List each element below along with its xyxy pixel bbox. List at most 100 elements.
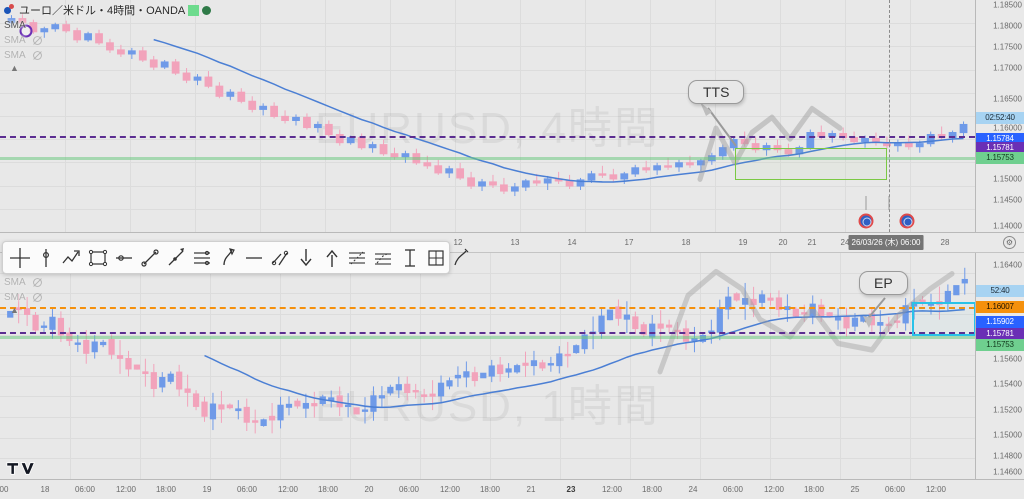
- trend-angle-tool[interactable]: [59, 244, 85, 271]
- time-tick-label: 06:00: [74, 485, 96, 494]
- time-tick-label: 14: [567, 238, 577, 247]
- price-tick-label: 1.15200: [993, 405, 1022, 415]
- time-tick-label: 12:00: [601, 485, 623, 494]
- indicator-label: SMA: [4, 292, 26, 303]
- fib-extension-tool-icon: [375, 252, 391, 265]
- plot-area-1h[interactable]: EURUSD, 1時間 EP: [0, 252, 975, 499]
- annotation-callout-ep[interactable]: EP: [859, 271, 908, 295]
- price-tick-label: 1.16000: [993, 123, 1022, 133]
- entry-zone-rectangle-1h[interactable]: [912, 302, 975, 336]
- price-badge[interactable]: 52:40: [976, 285, 1024, 297]
- indicator-row-sma-2[interactable]: SMA: [4, 33, 211, 48]
- extended-trend-line-tool-icon: [168, 247, 184, 265]
- drawing-tools-toolbar[interactable]: [2, 241, 469, 274]
- time-tick-label: 20: [778, 238, 788, 247]
- time-tick-label: 18:00: [155, 485, 177, 494]
- time-tick-label: 20: [364, 485, 374, 494]
- target-zone-rectangle-4h[interactable]: [735, 148, 887, 180]
- cross-cursor-tool-icon: [10, 247, 30, 268]
- time-tick-label: 12:00: [925, 485, 947, 494]
- vertical-time-marker-4h[interactable]: [889, 0, 890, 252]
- price-tick-label: 1.14000: [993, 221, 1022, 231]
- eye-off-icon[interactable]: [31, 35, 44, 46]
- time-tick-label: 12:00: [439, 485, 461, 494]
- trend-line-tool[interactable]: [137, 244, 163, 271]
- horizontal-ray-tool[interactable]: [111, 244, 137, 271]
- eye-off-icon[interactable]: [31, 50, 44, 61]
- price-badge[interactable]: 02:52:40: [976, 112, 1024, 124]
- time-tick-label: 06:00: [398, 485, 420, 494]
- price-badge[interactable]: 1.15902: [976, 316, 1024, 328]
- price-tick-label: 1.15000: [993, 174, 1022, 184]
- price-tick-label: 1.18500: [993, 0, 1022, 10]
- price-badge[interactable]: 1.16007: [976, 301, 1024, 313]
- indicator-label: SMA: [4, 50, 26, 61]
- eye-off-icon[interactable]: [31, 277, 44, 288]
- annotation-callout-tts[interactable]: TTS: [688, 80, 745, 104]
- annotation-label-ep: EP: [874, 275, 893, 291]
- time-tick-label: 06:00: [722, 485, 744, 494]
- brush-tool[interactable]: [449, 244, 475, 271]
- economic-event-marker[interactable]: [858, 213, 874, 229]
- fib-retracement-tool[interactable]: [345, 244, 371, 271]
- trend-angle-tool-icon: [62, 249, 80, 263]
- horizontal-line-tool[interactable]: [241, 244, 267, 271]
- price-badge[interactable]: 1.15781: [976, 142, 1024, 154]
- pitchfork-tool[interactable]: [215, 244, 241, 271]
- price-tick-label: 1.16500: [993, 94, 1022, 104]
- price-badge[interactable]: 1.15753: [976, 152, 1024, 164]
- time-tick-label: 12: [453, 238, 463, 247]
- vertical-line-tool-icon: [43, 248, 50, 267]
- chevron-up-icon[interactable]: ▲: [10, 305, 19, 315]
- indicator-row-sma-1[interactable]: SMA: [4, 18, 211, 33]
- long-position-tool[interactable]: [319, 244, 345, 271]
- price-tick-label: 1.17500: [993, 42, 1022, 52]
- indicator-row-sma-3[interactable]: SMA: [4, 290, 44, 305]
- annotation-label-tts: TTS: [703, 84, 730, 100]
- indicator-row-sma-3[interactable]: SMA: [4, 48, 211, 63]
- tradingview-logo[interactable]: [6, 460, 36, 477]
- timescale-settings-icon[interactable]: ⚙: [1003, 236, 1016, 249]
- indicator-label: SMA: [4, 35, 26, 46]
- price-scale-1h[interactable]: 1.164001.162001.156001.154001.152001.150…: [975, 252, 1024, 499]
- symbol-title-row[interactable]: ユーロ／米ドル・4時間・OANDA: [4, 2, 212, 18]
- short-position-tool[interactable]: [293, 244, 319, 271]
- price-scale-4h[interactable]: 1.18500 1.18000 1.17500 1.17000 1.16500 1.160…: [975, 0, 1024, 252]
- grid-tool[interactable]: [423, 244, 449, 271]
- time-tick-label: 18:00: [479, 485, 501, 494]
- price-tick-label: 1.14500: [993, 195, 1022, 205]
- short-position-tool-icon: [300, 248, 312, 266]
- fib-retracement-tool-icon: [349, 251, 365, 264]
- price-badge[interactable]: 1.15753: [976, 339, 1024, 351]
- extended-trend-line-tool[interactable]: [163, 244, 189, 271]
- time-scale-1h[interactable]: 00 18 06:00 12:00 18:00 19 06:00 12:00 18:00 20 06…: [0, 479, 1024, 499]
- chart-pane-1h[interactable]: EURUSD, 1時間 EP SMA SM: [0, 252, 1024, 499]
- long-position-tool-icon: [326, 249, 338, 267]
- price-tick-label: 1.15000: [993, 430, 1022, 440]
- parallel-channel-tool[interactable]: [189, 244, 215, 271]
- price-tick-label: 1.18000: [993, 21, 1022, 31]
- pane-divider[interactable]: [0, 252, 1024, 253]
- double-trend-line-tool[interactable]: [267, 244, 293, 271]
- rectangle-tool[interactable]: [85, 244, 111, 271]
- legend-4h: ユーロ／米ドル・4時間・OANDA SMA SMA SMA: [4, 2, 212, 73]
- fib-extension-tool[interactable]: [371, 244, 397, 271]
- economic-event-marker[interactable]: [899, 213, 915, 229]
- time-tick-label: 21: [807, 238, 817, 247]
- price-badge[interactable]: 1.15781: [976, 328, 1024, 340]
- vertical-line-tool[interactable]: [33, 244, 59, 271]
- cross-cursor-tool[interactable]: [7, 244, 33, 271]
- measure-tool[interactable]: [397, 244, 423, 271]
- eye-off-icon[interactable]: [31, 292, 44, 303]
- chart-pane-4h[interactable]: EURUSD, 4時間 TTS: [0, 0, 1024, 252]
- pitchfork-tool-icon: [223, 247, 235, 265]
- brush-tool-icon: [454, 248, 469, 265]
- time-tick-label: 18:00: [803, 485, 825, 494]
- chevron-up-icon[interactable]: ▲: [10, 63, 19, 73]
- time-tick-label: 19: [738, 238, 748, 247]
- indicator-row-sma-2[interactable]: SMA: [4, 275, 44, 290]
- event-tick-line: [888, 196, 890, 210]
- sma-anchor-point[interactable]: [19, 24, 33, 38]
- price-tick-label: 1.15600: [993, 354, 1022, 364]
